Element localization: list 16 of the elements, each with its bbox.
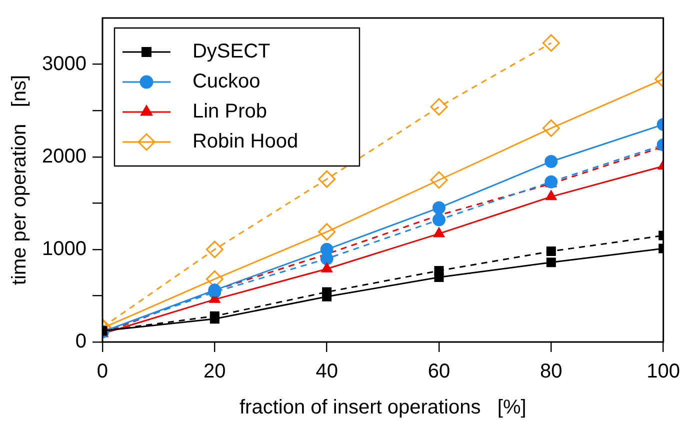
x-tick-label: 60 <box>428 360 450 383</box>
legend-label: DySECT <box>192 40 270 63</box>
y-tick-label: 2000 <box>42 145 86 168</box>
x-tick-label: 100 <box>646 360 680 383</box>
legend-label: Cuckoo <box>192 70 260 93</box>
y-tick-label: 3000 <box>42 52 86 75</box>
x-tick-label: 80 <box>540 360 562 383</box>
x-axis-title: fraction of insert operations [%] <box>240 396 526 419</box>
y-tick-label: 0 <box>75 330 86 353</box>
x-tick-label: 40 <box>316 360 338 383</box>
x-tick-label: 20 <box>204 360 226 383</box>
y-tick-label: 1000 <box>42 238 86 260</box>
x-tick-label: 0 <box>96 360 108 383</box>
legend-label: Lin Prob <box>192 100 267 123</box>
legend-label: Robin Hood <box>192 130 298 153</box>
y-axis-title: time per operation [ns] <box>8 74 31 286</box>
